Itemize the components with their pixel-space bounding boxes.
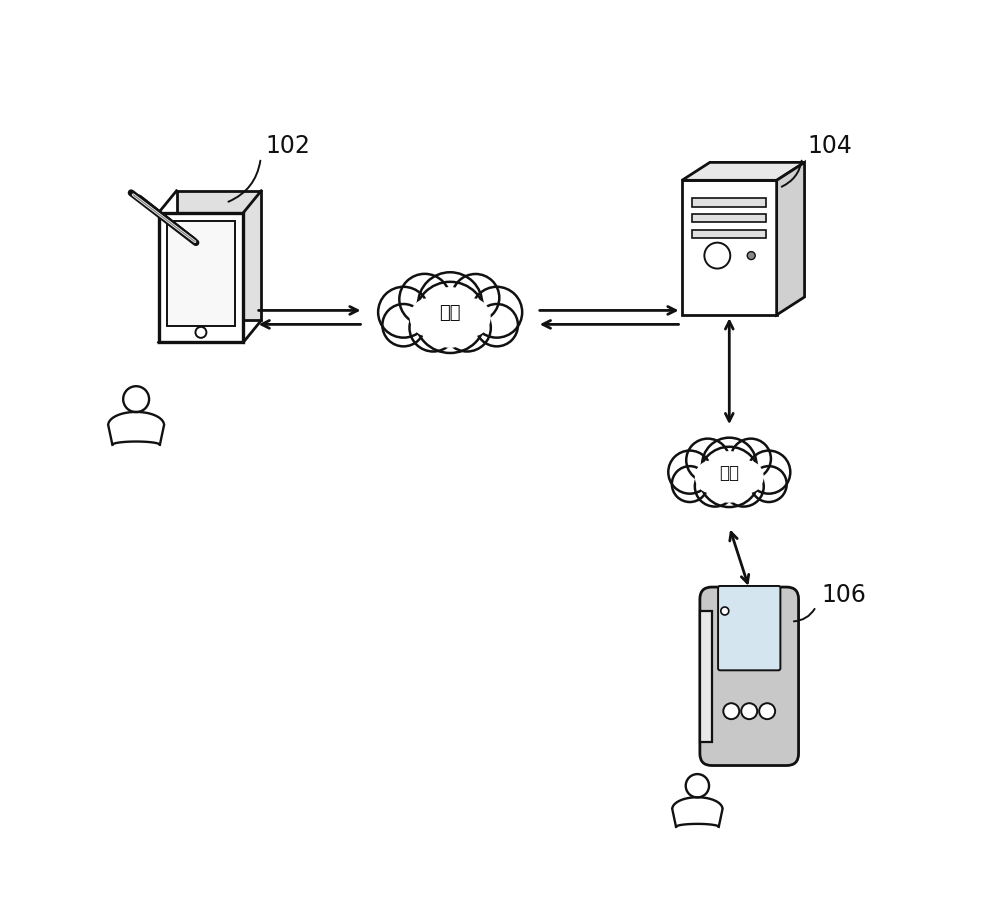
Circle shape [721,607,729,615]
Circle shape [699,447,759,507]
Text: 局网: 局网 [719,464,739,482]
Circle shape [704,452,754,502]
Circle shape [686,439,729,482]
Circle shape [453,299,490,336]
FancyBboxPatch shape [700,587,799,765]
Circle shape [415,282,486,353]
Circle shape [672,466,708,502]
Circle shape [751,466,787,502]
Text: 102: 102 [266,134,311,158]
Circle shape [731,461,763,492]
Circle shape [452,274,499,321]
Polygon shape [692,198,766,206]
Circle shape [724,466,764,507]
Circle shape [418,273,482,336]
Circle shape [668,450,711,493]
Circle shape [409,304,457,352]
Polygon shape [700,611,712,742]
Circle shape [420,288,480,347]
Polygon shape [167,221,235,327]
Circle shape [443,304,491,352]
Polygon shape [692,214,766,222]
Circle shape [741,703,757,719]
Circle shape [378,287,429,337]
Circle shape [759,703,775,719]
Circle shape [410,299,448,336]
Circle shape [747,252,755,259]
Text: 网络: 网络 [439,304,461,322]
Circle shape [704,243,730,268]
Circle shape [695,466,735,507]
Circle shape [702,438,757,492]
Polygon shape [692,230,766,239]
Polygon shape [682,162,805,180]
Polygon shape [177,191,261,320]
Polygon shape [159,213,243,343]
Polygon shape [777,162,805,315]
Circle shape [382,304,425,346]
Text: 104: 104 [807,134,852,158]
FancyBboxPatch shape [718,586,780,670]
Circle shape [195,327,206,338]
Circle shape [731,439,771,479]
Text: 106: 106 [821,582,866,606]
Polygon shape [682,180,777,315]
Circle shape [723,703,739,719]
Circle shape [476,304,518,346]
Circle shape [747,450,790,493]
Circle shape [399,274,450,325]
Circle shape [471,287,522,337]
Circle shape [696,461,727,492]
